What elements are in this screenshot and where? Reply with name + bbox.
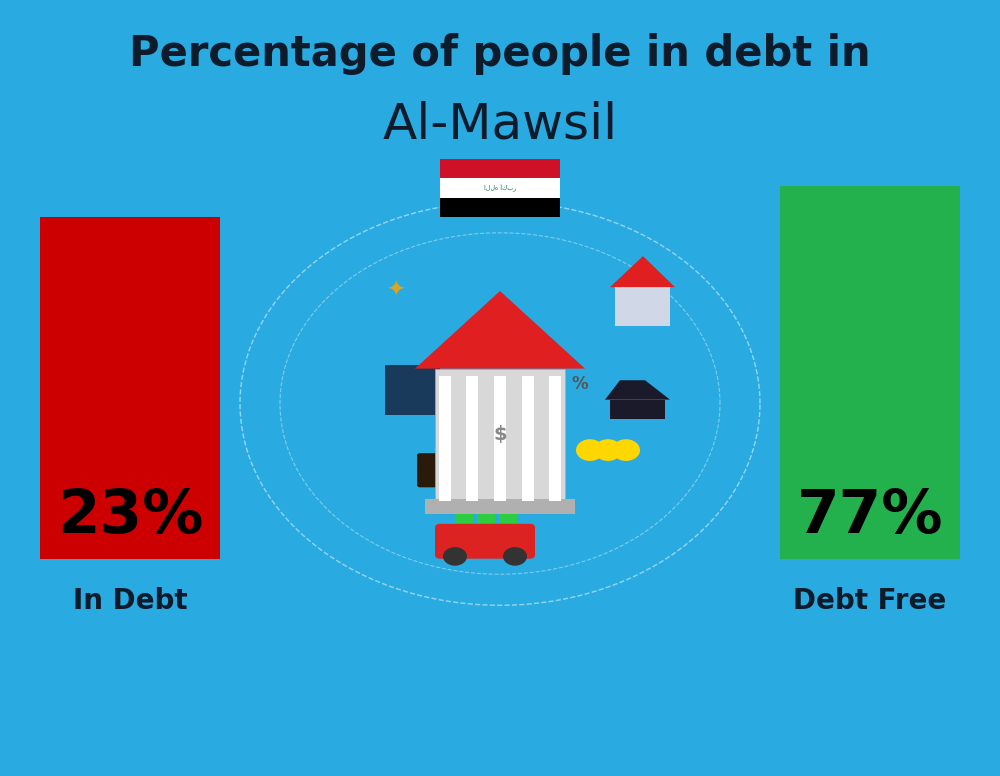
Bar xyxy=(435,369,565,501)
Bar xyxy=(499,504,517,524)
Bar xyxy=(455,504,473,524)
Circle shape xyxy=(443,547,467,566)
Text: $: $ xyxy=(493,425,507,444)
Text: Al-Mawsil: Al-Mawsil xyxy=(382,100,618,148)
Bar xyxy=(440,159,560,178)
FancyBboxPatch shape xyxy=(417,453,471,487)
Text: 23%: 23% xyxy=(57,487,203,546)
Circle shape xyxy=(594,439,622,461)
Bar xyxy=(440,198,560,217)
Text: Percentage of people in debt in: Percentage of people in debt in xyxy=(129,33,871,75)
Bar xyxy=(40,217,220,559)
Bar xyxy=(425,499,575,514)
Text: Debt Free: Debt Free xyxy=(793,587,947,615)
Bar xyxy=(610,400,665,419)
Circle shape xyxy=(612,439,640,461)
Circle shape xyxy=(503,547,527,566)
Bar xyxy=(549,376,561,501)
Bar xyxy=(615,287,670,326)
Bar xyxy=(385,365,440,415)
Text: 77%: 77% xyxy=(797,487,943,546)
Polygon shape xyxy=(610,256,675,287)
Bar xyxy=(466,376,478,501)
Bar xyxy=(439,376,451,501)
Text: ✦: ✦ xyxy=(386,281,404,301)
Bar xyxy=(780,186,960,559)
Circle shape xyxy=(576,439,604,461)
FancyBboxPatch shape xyxy=(435,524,535,559)
Text: الله أكبر: الله أكبر xyxy=(484,185,516,192)
Polygon shape xyxy=(415,291,585,369)
Bar xyxy=(494,376,506,501)
Text: %: % xyxy=(572,375,588,393)
Bar xyxy=(477,504,495,524)
Text: In Debt: In Debt xyxy=(73,587,187,615)
Bar xyxy=(522,376,534,501)
Bar xyxy=(440,178,560,198)
Polygon shape xyxy=(605,380,670,400)
